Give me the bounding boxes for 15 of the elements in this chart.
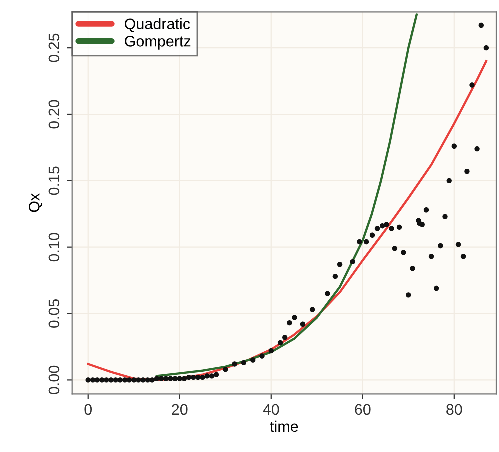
x-tick-label: 80 — [446, 404, 462, 416]
y-tick-label: 0.10 — [48, 233, 60, 262]
y-axis-title: Qx — [28, 194, 43, 212]
legend-label: Quadratic — [125, 18, 190, 32]
y-tick-label: 0.25 — [48, 34, 60, 62]
y-tick-label: 0.00 — [48, 366, 60, 394]
legend-label: Gompertz — [125, 36, 191, 50]
x-tick-label: 60 — [355, 404, 371, 416]
x-tick-label: 0 — [84, 404, 92, 416]
y-tick-label: 0.05 — [48, 300, 60, 328]
x-axis-title: time — [270, 420, 298, 432]
x-tick-label: 20 — [172, 404, 188, 416]
y-tick-label: 0.15 — [48, 166, 60, 196]
x-tick-label: 40 — [263, 404, 280, 416]
y-tick-label: 0.20 — [48, 100, 60, 129]
